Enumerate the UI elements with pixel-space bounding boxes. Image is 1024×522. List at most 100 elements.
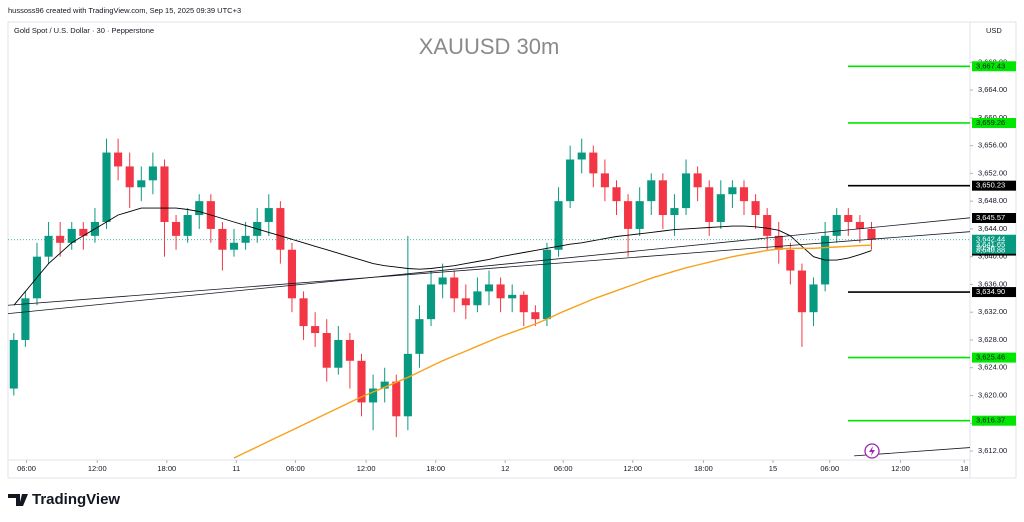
candle-body [195, 201, 204, 216]
candle-body [496, 284, 505, 299]
candle-body [172, 221, 181, 236]
y-tick-label: 3,624.00 [978, 363, 1007, 372]
x-tick-label: 18:00 [157, 464, 176, 473]
x-tick-label: 12:00 [88, 464, 107, 473]
candle-body [438, 277, 447, 285]
x-tick-label: 12:00 [357, 464, 376, 473]
candle-body [450, 277, 459, 299]
candle-body [56, 235, 65, 243]
price-label-box [972, 213, 1016, 224]
x-tick-label: 11 [232, 464, 240, 473]
candle-body [554, 201, 563, 250]
x-tick-label: 18 [960, 464, 968, 473]
x-tick-label: 12:00 [891, 464, 910, 473]
y-tick-label: 3,648.00 [978, 196, 1007, 205]
candle-body [287, 249, 297, 299]
candle-body [102, 152, 111, 222]
x-tick-label: 06:00 [286, 464, 305, 473]
candle-body [670, 208, 679, 216]
price-label-box [972, 352, 1016, 363]
last-price-label: 3,642.44 [976, 235, 1005, 244]
y-tick-label: 3,636.00 [978, 279, 1007, 288]
y-tick-label: 3,652.00 [978, 168, 1007, 177]
y-tick-label: 3,660.00 [978, 113, 1007, 122]
candle-body [241, 235, 250, 243]
candle-body [426, 284, 436, 320]
candle-body [589, 152, 598, 174]
y-tick-label: 3,644.00 [978, 224, 1007, 233]
candle-body [728, 187, 737, 195]
candle-body [751, 201, 760, 216]
candle-body [635, 201, 644, 229]
plot: 3,612.003,616.003,620.003,624.003,628.00… [7, 57, 1016, 473]
x-tick-label: 18:00 [694, 464, 713, 473]
price-label: 3,659.26 [976, 118, 1005, 127]
candle-body [786, 249, 795, 271]
price-label: 3,667.43 [976, 61, 1005, 70]
candle-body [600, 173, 609, 188]
y-tick-label: 3,628.00 [978, 335, 1007, 344]
x-tick-label: 06:00 [17, 464, 36, 473]
countdown: 20:50 [976, 244, 995, 253]
candle-body [809, 284, 818, 313]
candle-body [647, 180, 656, 202]
candle-body [183, 215, 192, 236]
y-tick-label: 3,640.00 [978, 252, 1007, 261]
candle-body [160, 166, 169, 222]
price-label-box [972, 117, 1016, 128]
last-price-box [972, 234, 1016, 254]
candle-body [658, 180, 667, 216]
candle-body [461, 298, 470, 306]
price-label: 3,625.46 [976, 353, 1005, 362]
symbol: Gold Spot / U.S. Dollar · 30 · Peppersto… [14, 26, 154, 35]
price-label: 3,634.90 [976, 287, 1005, 296]
candle-body [148, 166, 157, 181]
candle-body [357, 360, 366, 403]
candle-body [114, 152, 123, 167]
candle-body [9, 339, 18, 389]
candle-body [763, 215, 772, 236]
candle-body [855, 221, 864, 229]
candle-body [681, 173, 691, 209]
candle-body [774, 235, 783, 250]
candle-body [229, 242, 239, 250]
candle-body [380, 381, 389, 389]
candle-body [21, 298, 30, 340]
candle-body [693, 173, 702, 188]
candle-body [832, 215, 841, 236]
price-label: 3,641.65 [976, 240, 1005, 249]
candle-body [137, 180, 146, 188]
candle-body [218, 228, 227, 250]
x-tick-label: 15 [769, 464, 777, 473]
price-label: 3,650.23 [976, 181, 1005, 190]
price-label-box [972, 180, 1016, 191]
price-label-box [972, 61, 1016, 72]
brand: TradingView [32, 491, 120, 508]
currency: USD [986, 26, 1002, 35]
candle-body [299, 298, 308, 327]
x-tick-label: 12 [501, 464, 509, 473]
candle-body [264, 208, 273, 222]
candle-body [67, 228, 76, 243]
candle-body [473, 291, 482, 306]
alert-icon [864, 443, 880, 459]
y-tick-label: 3,656.00 [978, 141, 1007, 150]
candle-body [403, 353, 412, 417]
candle-body [705, 187, 714, 222]
x-tick-label: 06:00 [820, 464, 839, 473]
candle-body [484, 284, 494, 292]
credit: hussoss96 created with TradingView.com, … [8, 6, 241, 15]
candle-body [322, 333, 331, 368]
candle-body [392, 381, 401, 417]
price-label-box [972, 415, 1016, 426]
x-tick-label: 18:00 [426, 464, 445, 473]
candle-body [867, 228, 876, 240]
candle-body [125, 166, 134, 188]
candle-body [519, 294, 528, 313]
candle-body [334, 339, 343, 368]
y-tick-label: 3,632.00 [978, 307, 1007, 316]
y-tick-label: 3,620.00 [978, 390, 1007, 399]
price-label-box [972, 287, 1016, 298]
